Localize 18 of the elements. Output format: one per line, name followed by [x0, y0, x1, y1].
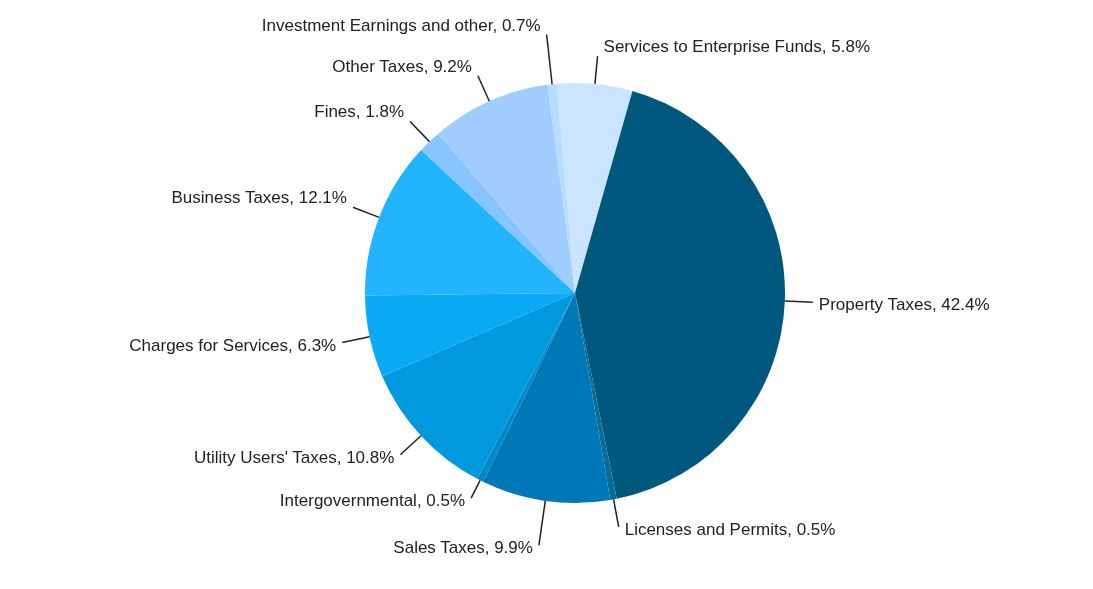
slice-label: Utility Users' Taxes, 10.8%	[193, 447, 395, 467]
slice-label: Charges for Services, 6.3%	[129, 335, 337, 355]
pie-slice	[483, 293, 611, 503]
pie-slice	[556, 83, 633, 293]
slice-label: Investment Earnings and other, 0.7%	[261, 15, 541, 35]
slice-label: Sales Taxes, 9.9%	[393, 538, 533, 558]
slice-label: Licenses and Permits, 0.5%	[624, 519, 836, 539]
slice-label: Property Taxes, 42.4%	[818, 295, 990, 315]
slice-label: Fines, 1.8%	[314, 102, 405, 122]
slice-label: Intergovernmental, 0.5%	[279, 491, 466, 511]
slice-label: Business Taxes, 12.1%	[171, 188, 347, 208]
pie-slice	[365, 150, 575, 296]
pie-slice	[365, 293, 575, 377]
slice-label: Services to Enterprise Funds, 5.8%	[603, 37, 871, 57]
pie-slice	[421, 133, 575, 293]
pie-slice	[575, 91, 785, 499]
pie-slice	[438, 84, 575, 293]
slice-label: Other Taxes, 9.2%	[332, 56, 472, 76]
